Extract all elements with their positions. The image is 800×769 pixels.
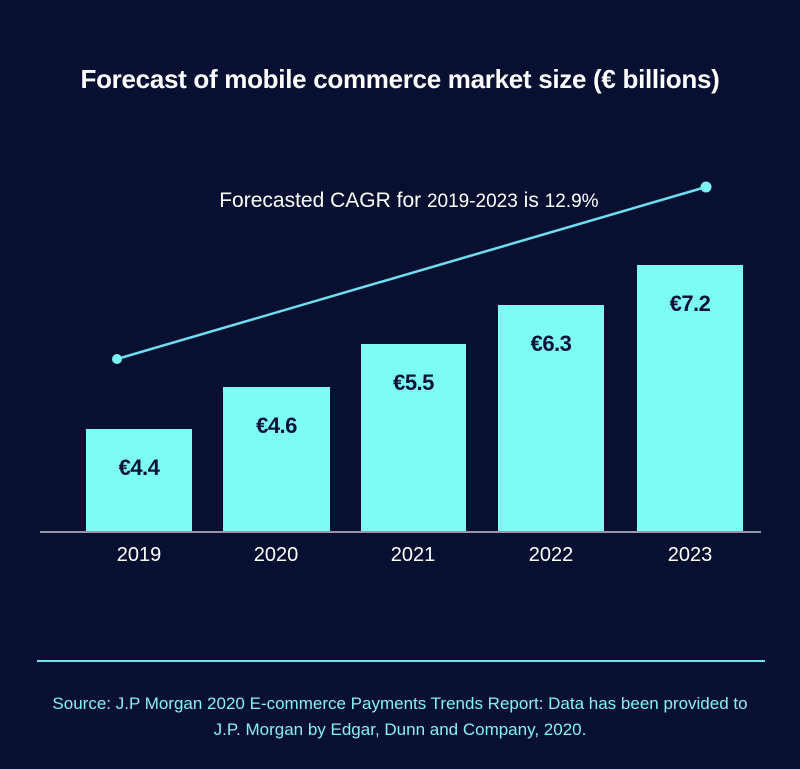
source-attribution: Source: J.P Morgan 2020 E-commerce Payme… — [0, 691, 800, 743]
bar-2023: €7.2 — [637, 265, 743, 531]
bar-2022: €6.3 — [498, 305, 604, 531]
footer-divider-line — [37, 660, 765, 662]
x-axis-line — [40, 531, 761, 533]
bar-2019: €4.4 — [86, 429, 192, 531]
bar-2020: €4.6 — [223, 387, 330, 531]
x-axis-label-2023: 2023 — [667, 544, 713, 566]
source-line-1: Source: J.P Morgan 2020 E-commerce Payme… — [52, 694, 748, 713]
bar-2021: €5.5 — [361, 344, 466, 531]
x-axis-label-2022: 2022 — [528, 544, 574, 566]
bar-value-label: €4.6 — [256, 413, 297, 438]
bar-value-label: €7.2 — [669, 291, 711, 316]
bar-value-label: €4.4 — [118, 455, 160, 480]
x-axis-label-2019: 2019 — [116, 544, 162, 566]
x-axis-label-2020: 2020 — [253, 544, 299, 566]
bar-value-label: €6.3 — [530, 331, 572, 356]
chart-title: Forecast of mobile commerce market size … — [80, 64, 720, 94]
source-line-2: J.P. Morgan by Edgar, Dunn and Company, … — [213, 720, 587, 739]
x-axis-label-2021: 2021 — [390, 544, 436, 566]
bar-value-label: €5.5 — [393, 370, 434, 395]
